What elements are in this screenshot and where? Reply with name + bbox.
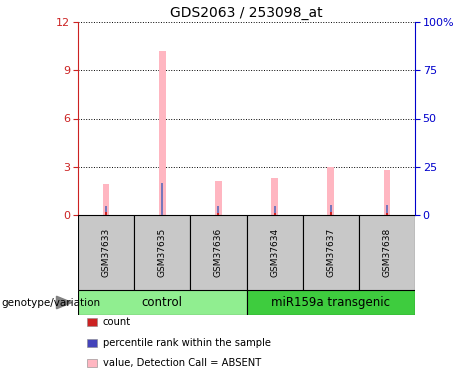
- Bar: [330, 204, 332, 215]
- Bar: [78, 290, 247, 315]
- Text: genotype/variation: genotype/variation: [1, 297, 100, 307]
- Bar: [159, 51, 165, 215]
- Bar: [330, 212, 332, 215]
- Text: GSM37636: GSM37636: [214, 228, 223, 277]
- Bar: [218, 213, 219, 215]
- Bar: [327, 167, 334, 215]
- Bar: [218, 206, 219, 215]
- Text: GSM37637: GSM37637: [326, 228, 335, 277]
- Text: control: control: [142, 296, 183, 309]
- Bar: [384, 170, 390, 215]
- Bar: [273, 206, 276, 215]
- Text: GSM37638: GSM37638: [383, 228, 391, 277]
- Bar: [247, 290, 415, 315]
- Bar: [215, 181, 222, 215]
- Bar: [386, 213, 388, 215]
- Bar: [273, 213, 276, 215]
- Bar: [105, 206, 107, 215]
- Bar: [303, 215, 359, 290]
- Bar: [190, 215, 247, 290]
- Bar: [78, 215, 134, 290]
- Title: GDS2063 / 253098_at: GDS2063 / 253098_at: [170, 6, 323, 20]
- Text: miR159a transgenic: miR159a transgenic: [271, 296, 390, 309]
- Bar: [386, 204, 388, 215]
- Text: GSM37633: GSM37633: [101, 228, 111, 277]
- Polygon shape: [57, 296, 72, 309]
- Text: count: count: [103, 317, 131, 327]
- Text: percentile rank within the sample: percentile rank within the sample: [103, 338, 271, 348]
- Bar: [105, 212, 107, 215]
- Bar: [161, 183, 163, 215]
- Text: GSM37634: GSM37634: [270, 228, 279, 277]
- Bar: [103, 184, 109, 215]
- Text: GSM37635: GSM37635: [158, 228, 167, 277]
- Bar: [247, 215, 303, 290]
- Bar: [359, 215, 415, 290]
- Text: value, Detection Call = ABSENT: value, Detection Call = ABSENT: [103, 358, 261, 368]
- Bar: [271, 178, 278, 215]
- Bar: [134, 215, 190, 290]
